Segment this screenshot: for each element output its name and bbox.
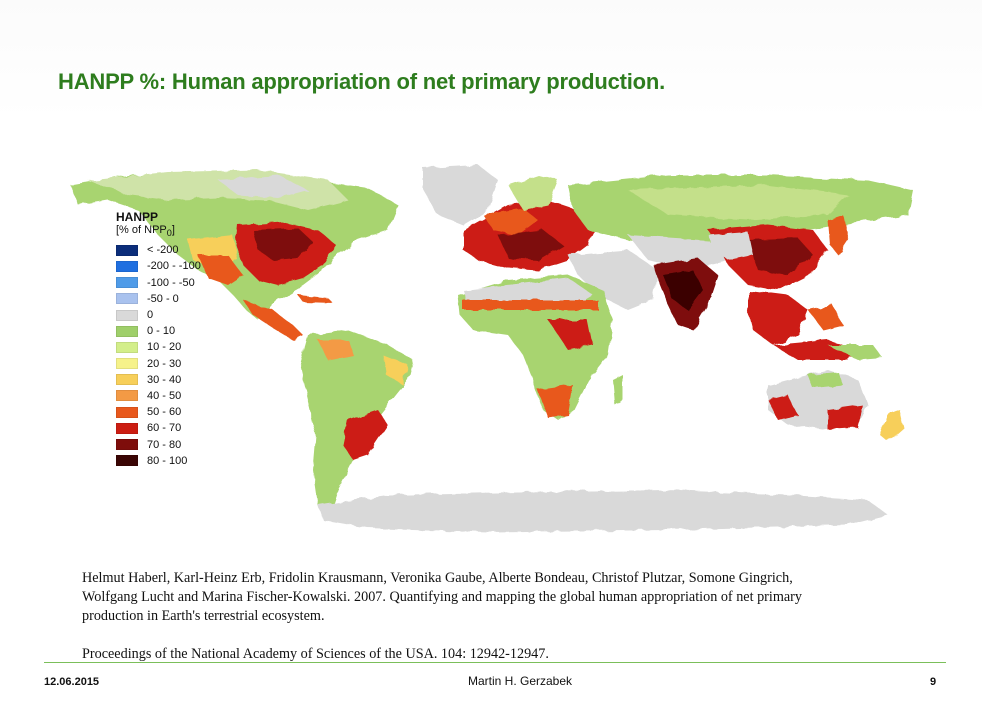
legend-swatch bbox=[116, 439, 138, 451]
legend-item: 30 - 40 bbox=[116, 372, 201, 388]
legend-swatch bbox=[116, 374, 138, 386]
legend-label: 50 - 60 bbox=[147, 406, 182, 419]
legend-label: 0 - 10 bbox=[147, 325, 176, 338]
legend-label: 20 - 30 bbox=[147, 357, 182, 370]
legend-item: 0 - 10 bbox=[116, 323, 201, 339]
legend-swatch bbox=[116, 277, 138, 289]
legend-label: -200 - -100 bbox=[147, 260, 201, 273]
legend-item: 60 - 70 bbox=[116, 420, 201, 436]
legend-swatch bbox=[116, 244, 138, 256]
legend-label: 80 - 100 bbox=[147, 454, 188, 467]
legend-swatch bbox=[116, 309, 138, 321]
legend-label: 60 - 70 bbox=[147, 422, 182, 435]
legend-swatch bbox=[116, 293, 138, 305]
legend-item: 80 - 100 bbox=[116, 453, 201, 469]
legend-item: 40 - 50 bbox=[116, 388, 201, 404]
legend-swatch bbox=[116, 406, 138, 418]
legend-swatch bbox=[116, 341, 138, 353]
legend-item: 20 - 30 bbox=[116, 356, 201, 372]
legend-label: 70 - 80 bbox=[147, 438, 182, 451]
legend-item: -100 - -50 bbox=[116, 275, 201, 291]
slide-title: HANPP %: Human appropriation of net prim… bbox=[58, 69, 666, 94]
legend-label: 10 - 20 bbox=[147, 341, 182, 354]
legend-rows: < -200 -200 - -100 -100 - -50 -50 - 0 0 0 - 1… bbox=[116, 242, 201, 469]
legend-label: -50 - 0 bbox=[147, 292, 179, 305]
legend-item: -50 - 0 bbox=[116, 291, 201, 307]
world-hanpp-map bbox=[70, 165, 913, 532]
citation-authors: Helmut Haberl, Karl-Heinz Erb, Fridolin … bbox=[82, 570, 802, 624]
legend-label: < -200 bbox=[147, 244, 179, 257]
legend-label: 0 bbox=[147, 309, 154, 322]
footer-date: 12.06.2015 bbox=[44, 676, 100, 688]
legend-swatch bbox=[116, 455, 138, 467]
legend-swatch bbox=[116, 390, 138, 402]
page-number: 9 bbox=[930, 676, 937, 688]
legend-swatch bbox=[116, 325, 138, 337]
legend-label: 30 - 40 bbox=[147, 373, 182, 386]
header-background bbox=[0, 0, 982, 120]
citation-journal: Proceedings of the National Academy of S… bbox=[82, 646, 549, 662]
footer-divider bbox=[44, 662, 946, 663]
legend-item: 0 bbox=[116, 307, 201, 323]
legend-item: 10 - 20 bbox=[116, 339, 201, 355]
legend-swatch bbox=[116, 358, 138, 370]
legend-swatch bbox=[116, 422, 138, 434]
legend-item: -200 - -100 bbox=[116, 258, 201, 274]
legend-label: 40 - 50 bbox=[147, 389, 182, 402]
map-legend: HANPP [% of NPP0] < -200 -200 - -100 -100 … bbox=[116, 210, 201, 469]
legend-title: HANPP bbox=[116, 210, 159, 224]
footer-author: Martin H. Gerzabek bbox=[468, 674, 573, 688]
legend-swatch bbox=[116, 260, 138, 272]
legend-item: < -200 bbox=[116, 242, 201, 258]
legend-item: 50 - 60 bbox=[116, 404, 201, 420]
legend-item: 70 - 80 bbox=[116, 436, 201, 452]
legend-label: -100 - -50 bbox=[147, 276, 195, 289]
legend-subtitle: [% of NPP0] bbox=[116, 224, 175, 239]
